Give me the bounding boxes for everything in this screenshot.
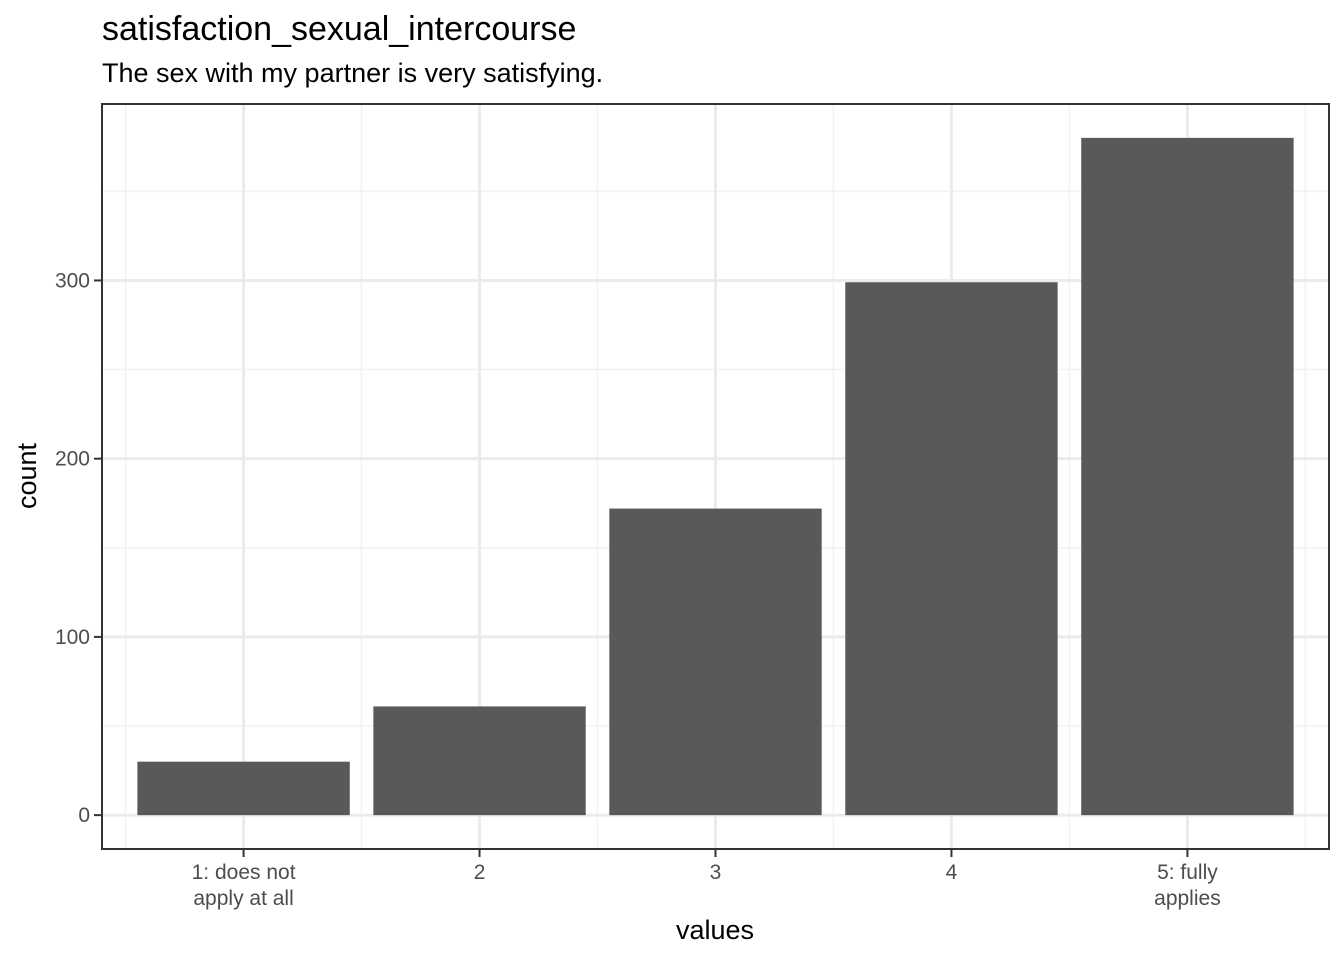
x-tick-label: 1: does not apply at all bbox=[192, 861, 296, 910]
bar bbox=[845, 282, 1058, 816]
y-axis-title: count bbox=[12, 442, 42, 509]
bar bbox=[373, 706, 586, 816]
y-tick-label: 0 bbox=[78, 804, 90, 827]
bar bbox=[609, 508, 822, 816]
y-tick-label: 100 bbox=[55, 626, 90, 649]
x-tick-label: 3 bbox=[710, 861, 722, 884]
x-tick-label: 4 bbox=[946, 861, 958, 884]
bar bbox=[137, 761, 350, 816]
chart-title: satisfaction_sexual_intercourse bbox=[102, 10, 577, 48]
y-axis: 0 100 200 300 bbox=[55, 269, 102, 827]
x-axis: 1: does not apply at all 2 3 4 5: fully applie… bbox=[192, 849, 1221, 910]
y-tick-label: 300 bbox=[55, 269, 90, 292]
x-tick-label: 5: fully applies bbox=[1154, 861, 1221, 910]
bars bbox=[137, 137, 1294, 816]
x-tick-label: 2 bbox=[474, 861, 486, 884]
chart-subtitle: The sex with my partner is very satisfyi… bbox=[102, 58, 604, 88]
x-axis-title: values bbox=[676, 915, 754, 945]
y-tick-label: 200 bbox=[55, 448, 90, 471]
bar bbox=[1081, 137, 1294, 816]
